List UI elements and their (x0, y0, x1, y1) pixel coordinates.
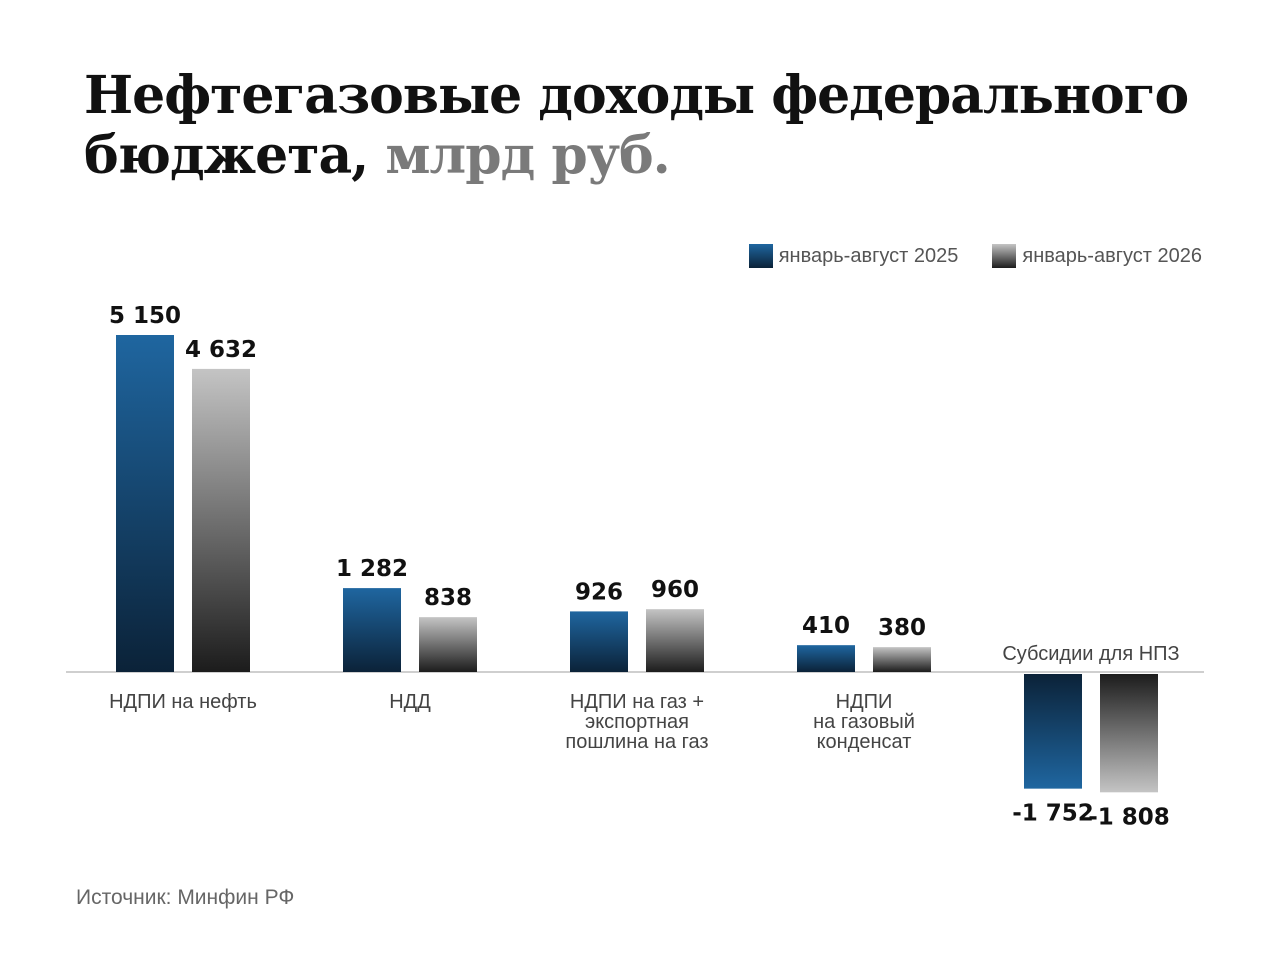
value-label-s1-c4: -1 808 (1088, 804, 1170, 830)
bar-s0-c1 (343, 588, 401, 672)
value-label-s0-c4: -1 752 (1012, 801, 1094, 827)
category-label-0: НДПИ на нефть (109, 691, 257, 713)
value-label-s1-c3: 380 (878, 615, 926, 641)
bar-s1-c3 (873, 647, 931, 672)
bar-s0-c0 (116, 335, 174, 672)
bar-s1-c0 (192, 368, 250, 672)
bar-s0-c4 (1024, 674, 1082, 789)
title-unit: млрд руб. (385, 125, 670, 186)
legend: январь-август 2025 январь-август 2026 (748, 244, 1202, 268)
chart-title: Нефтегазовые доходы федерального бюджета… (84, 66, 1204, 186)
source-note: Источник: Минфин РФ (76, 886, 295, 909)
legend-label-2025: январь-август 2025 (778, 244, 959, 267)
bar-s1-c4 (1100, 674, 1158, 793)
value-label-s0-c3: 410 (802, 613, 850, 639)
legend-label-2026: январь-август 2026 (1022, 244, 1202, 267)
category-label-2: НДПИ на газ + экспортная пошлина на газ (565, 691, 708, 753)
legend-swatch-2026 (992, 244, 1017, 268)
title-main: Нефтегазовые доходы федерального бюджета… (84, 65, 1189, 186)
legend-item-2026: январь-август 2026 (992, 244, 1202, 268)
value-label-s1-c2: 960 (651, 577, 699, 603)
bar-s0-c2 (570, 611, 628, 672)
category-label-4: Субсидии для НПЗ (1002, 643, 1179, 665)
legend-swatch-2025 (748, 244, 773, 268)
value-label-s0-c1: 1 282 (336, 556, 408, 582)
legend-item-2025: январь-август 2025 (748, 244, 959, 268)
bar-s0-c3 (797, 645, 855, 672)
bar-s1-c2 (646, 609, 704, 672)
bar-s1-c1 (419, 617, 477, 672)
value-label-s0-c2: 926 (575, 579, 623, 605)
value-label-s1-c1: 838 (424, 585, 472, 611)
value-label-s0-c0: 5 150 (109, 303, 181, 329)
value-label-s1-c0: 4 632 (185, 337, 257, 363)
category-label-3: НДПИ на газовый конденсат (813, 691, 915, 753)
category-label-1: НДД (389, 691, 431, 713)
